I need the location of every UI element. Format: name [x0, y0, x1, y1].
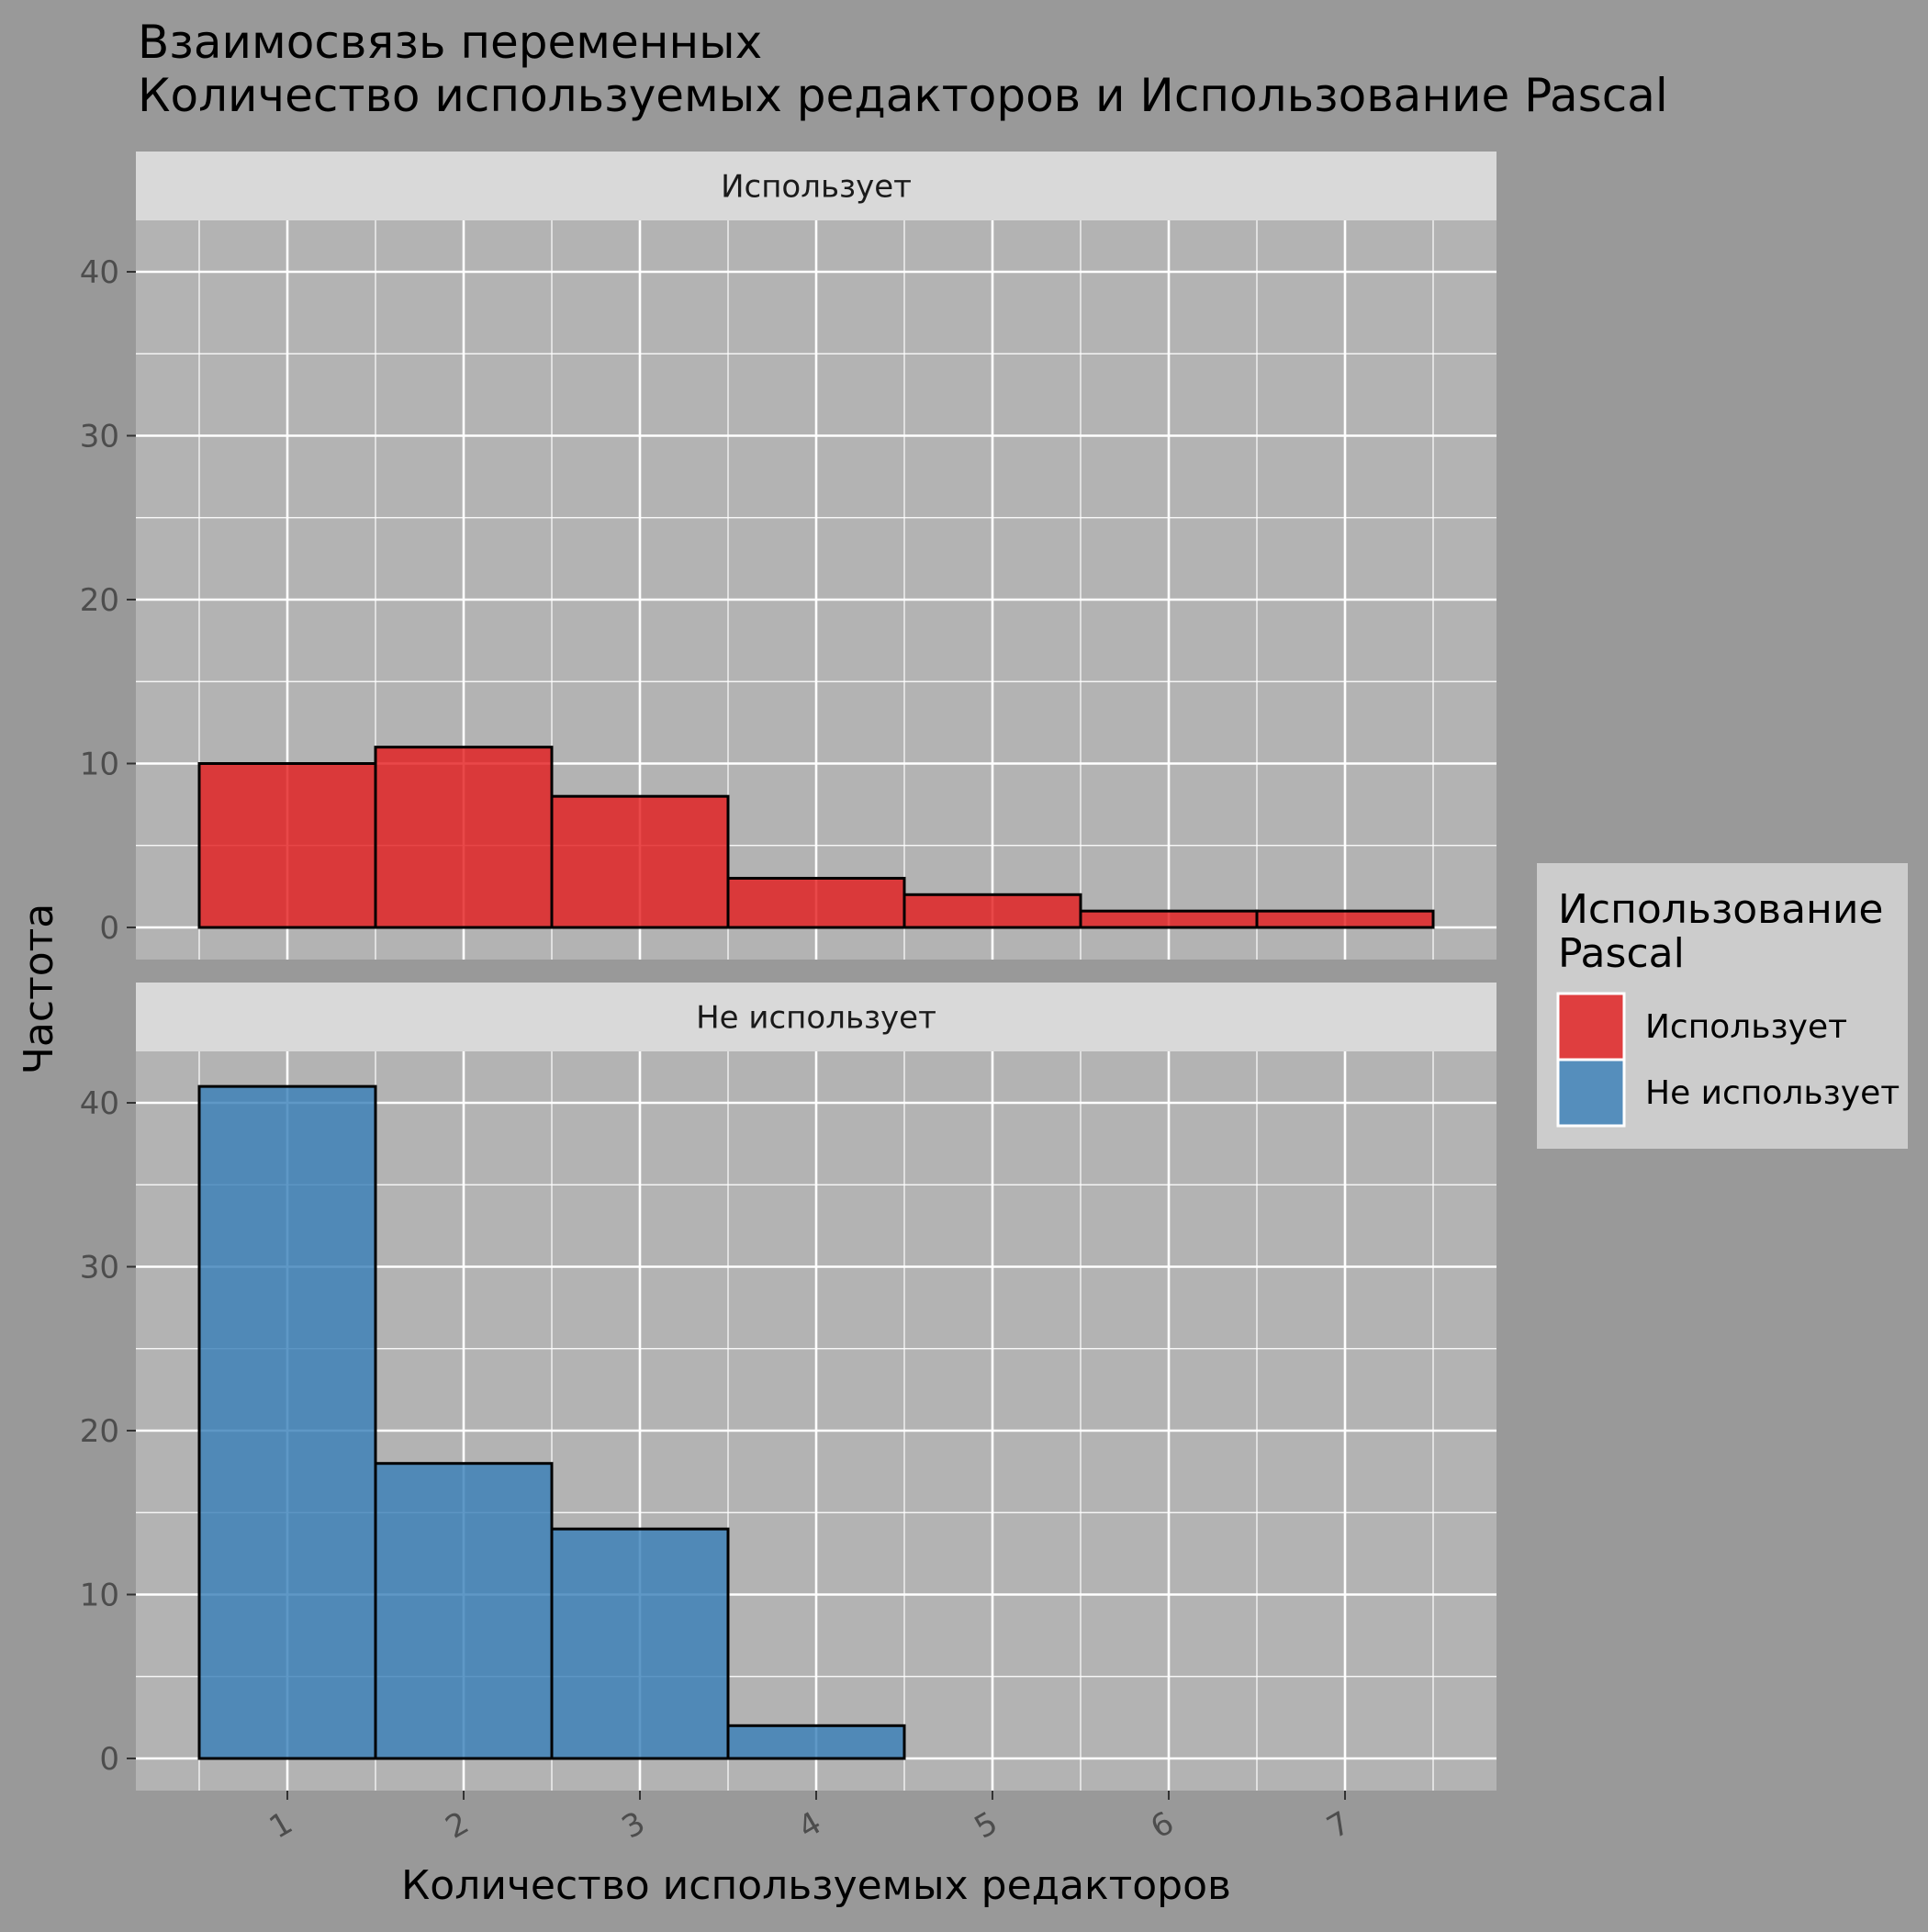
x-tick-label: 2 — [440, 1804, 476, 1846]
legend-key-swatch — [1556, 992, 1626, 1061]
histogram-bar — [1255, 909, 1435, 929]
y-tick-label: 30 — [80, 1250, 119, 1286]
histogram-bar — [374, 1462, 554, 1760]
x-tick-label: 4 — [792, 1804, 828, 1846]
legend-title-line: Использование — [1558, 886, 1884, 933]
x-tick-label: 6 — [1145, 1804, 1181, 1846]
x-tick-label: 3 — [616, 1804, 652, 1846]
facet-strip-label: Не использует — [696, 1000, 936, 1037]
legend-title-line: Pascal — [1558, 930, 1685, 977]
y-tick-label: 30 — [80, 419, 119, 455]
x-tick-label: 7 — [1321, 1804, 1357, 1846]
y-tick-label: 10 — [80, 1578, 119, 1614]
y-tick-label: 10 — [80, 747, 119, 783]
legend-entry-label: Не использует — [1645, 1074, 1900, 1112]
facet-strip — [136, 152, 1496, 220]
y-axis-label: Частота — [16, 904, 62, 1074]
legend-entry-label: Использует — [1645, 1008, 1847, 1046]
x-axis-label: Количество используемых редакторов — [401, 1862, 1231, 1909]
histogram-bar — [197, 1084, 377, 1760]
y-tick-label: 20 — [80, 1413, 119, 1450]
chart-title-line: Количество используемых редакторов и Исп… — [138, 69, 1668, 122]
y-tick-label: 40 — [80, 1085, 119, 1122]
legend-key-swatch — [1556, 1058, 1626, 1128]
chart-title-line: Взаимосвязь переменных — [138, 16, 762, 69]
y-tick-label: 40 — [80, 254, 119, 291]
histogram-bar — [902, 893, 1082, 929]
x-tick-label: 1 — [263, 1804, 299, 1846]
x-tick-label: 5 — [969, 1804, 1004, 1846]
facet-strip-label: Использует — [721, 169, 912, 206]
histogram-bar — [550, 1527, 730, 1760]
histogram-bar — [726, 1724, 906, 1760]
histogram-bar — [374, 746, 554, 929]
y-tick-label: 20 — [80, 582, 119, 619]
histogram-bar — [1079, 909, 1259, 929]
histogram-bar — [726, 876, 906, 929]
facet-strip — [136, 983, 1496, 1051]
y-tick-label: 0 — [99, 910, 119, 947]
histogram-bar — [550, 794, 730, 929]
y-tick-label: 0 — [99, 1741, 119, 1778]
histogram-bar — [197, 762, 377, 929]
